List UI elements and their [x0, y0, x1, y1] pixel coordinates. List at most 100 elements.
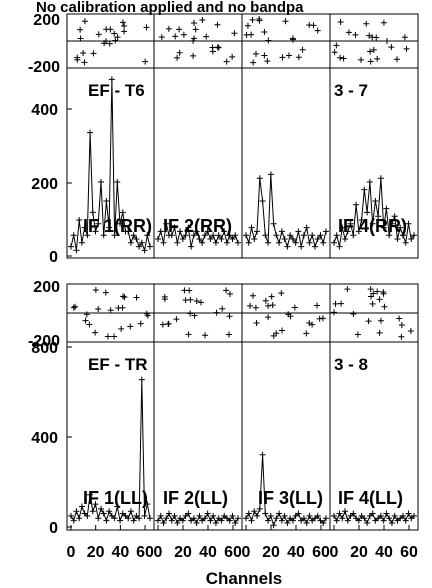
phase-point [261, 29, 268, 36]
amplitude-point [163, 220, 170, 227]
amplitude-point [78, 503, 85, 510]
amplitude-point [251, 236, 258, 242]
amplitude-point [284, 519, 291, 526]
amplitude-point [95, 515, 102, 522]
amplitude-point [111, 515, 118, 522]
amplitude-point [210, 232, 217, 239]
amplitude-point [193, 228, 200, 235]
amplitude-point [270, 522, 277, 529]
phase-point [285, 311, 292, 318]
amplitude-point [380, 224, 387, 231]
amplitude-point [155, 517, 161, 524]
amplitude-point [408, 236, 415, 242]
amplitude-point [276, 510, 283, 517]
phase-point [104, 333, 111, 340]
amplitude-point [103, 198, 110, 204]
phase-point [191, 19, 198, 26]
phase-point [249, 16, 256, 23]
amplitude-point [235, 515, 241, 522]
amplitude-point [232, 519, 239, 526]
phase-tick-label: 200 [33, 12, 60, 29]
amplitude-point [201, 232, 208, 239]
amplitude-point [309, 232, 316, 239]
amplitude-point [248, 224, 255, 231]
phase-point [265, 302, 272, 309]
x-tick-label: 0 [242, 544, 251, 561]
phase-points [158, 17, 238, 65]
phase-point [376, 329, 383, 336]
phase-point [191, 312, 198, 319]
amplitude-points [243, 451, 329, 529]
phase-point [380, 19, 387, 26]
amplitude-point [130, 232, 137, 239]
phase-point [214, 21, 221, 28]
phase-point [77, 35, 84, 42]
phase-point [350, 311, 357, 318]
phase-point [370, 46, 377, 53]
amplitude-point [229, 512, 236, 519]
amplitude-point [245, 239, 252, 246]
phase-point [265, 37, 272, 44]
phase-points [159, 287, 234, 339]
phase-point [112, 37, 119, 44]
amplitude-point [190, 232, 197, 239]
amplitude-point [193, 519, 200, 526]
amplitude-point [386, 515, 393, 522]
amplitude-point [114, 503, 121, 510]
amplitude-point [87, 129, 94, 136]
amplitude-point [108, 76, 115, 83]
amplitude-point [380, 517, 387, 524]
phase-point [106, 40, 113, 47]
amplitude-point [226, 517, 233, 524]
phase-point [282, 18, 289, 25]
phase-point [248, 31, 255, 38]
amplitude-point [87, 491, 94, 498]
amplitude-point [171, 512, 178, 519]
amplitude-point [196, 236, 203, 242]
amplitude-point [289, 517, 296, 524]
phase-point [345, 29, 352, 36]
amplitude-point [331, 239, 337, 246]
amplitude-line [245, 174, 327, 249]
phase-points [331, 286, 414, 340]
x-tick-label: 40 [111, 544, 129, 561]
amplitude-point [76, 217, 83, 223]
amplitude-point [254, 512, 261, 519]
amplitude-point [278, 517, 285, 524]
phase-point [213, 309, 220, 316]
amplitude-point [320, 519, 327, 526]
panel-if-label: IF 3(LL) [258, 488, 323, 508]
phase-point [407, 327, 414, 334]
phase-point [314, 27, 321, 34]
amplitude-point [78, 239, 85, 246]
amplitude-point [210, 512, 217, 519]
phase-points [74, 18, 150, 66]
phase-point [133, 294, 140, 301]
phase-point [95, 31, 102, 38]
amplitude-point [226, 232, 233, 239]
phase-point [81, 18, 88, 25]
amplitude-point [215, 232, 222, 239]
amplitude-point [262, 232, 269, 239]
phase-points [243, 16, 321, 66]
x-tick-label: 60 [400, 544, 418, 561]
phase-point [338, 300, 345, 307]
amplitude-point [127, 239, 134, 246]
amplitude-point [100, 232, 107, 239]
phase-point [229, 53, 236, 60]
amplitude-point [235, 239, 241, 246]
amplitude-point [207, 517, 214, 524]
amplitude-tick-label: 400 [31, 430, 58, 447]
phase-point [367, 58, 374, 65]
amplitude-points [155, 510, 241, 526]
amplitude-point [273, 232, 280, 239]
phase-point [262, 297, 269, 304]
amplitude-point [229, 236, 236, 242]
amplitude-point [391, 213, 398, 220]
amplitude-point [377, 512, 384, 519]
amplitude-point [303, 519, 310, 526]
phase-point [197, 299, 204, 306]
amplitude-point [372, 198, 379, 204]
phase-point [119, 19, 126, 26]
amplitude-point [141, 247, 148, 254]
